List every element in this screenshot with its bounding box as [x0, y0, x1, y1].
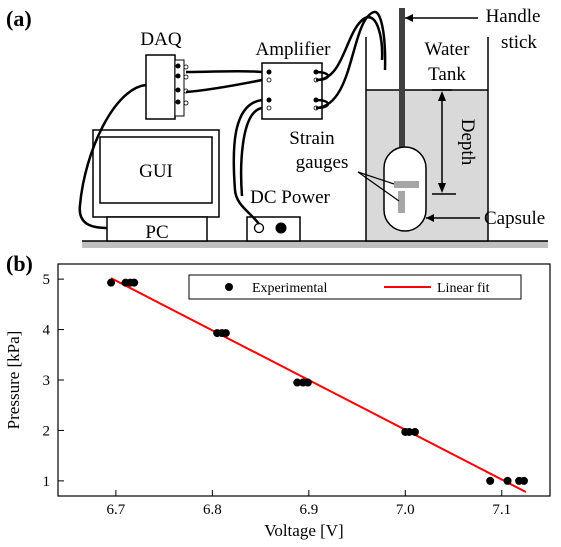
plot-series: [107, 277, 528, 493]
monitor-screen: [99, 136, 213, 204]
data-point: [486, 476, 495, 485]
dc-power-label: DC Power: [250, 187, 330, 208]
y-ticks: 1 2 3 4 5: [43, 272, 64, 490]
data-point: [303, 378, 312, 387]
data-point: [107, 278, 116, 287]
data-point: [130, 278, 139, 287]
y-tick-label: 3: [43, 373, 51, 389]
x-tick-label: 6.8: [203, 502, 222, 518]
legend-box: [188, 274, 522, 300]
data-point: [293, 378, 302, 387]
panel-b-label: (b): [6, 251, 33, 276]
pc-label: PC: [145, 222, 168, 243]
y-tick-label: 4: [43, 323, 51, 339]
legend: Experimental Linear fit: [188, 274, 522, 300]
amplifier-box: [261, 62, 323, 120]
strain-gauge-horizontal: [394, 181, 419, 188]
capsule-label: Capsule: [484, 208, 545, 229]
data-point: [410, 427, 419, 436]
ground-hatch: [82, 241, 548, 248]
strain-gauges-label-line1: Strain: [289, 128, 335, 149]
panel-b: (b) 6.7 6.8 6.9 7.0 7.1 1 2 3 4 5 Voltage [V] Pr…: [4, 251, 551, 540]
handle-stick-label-line2: stick: [501, 32, 537, 53]
data-point: [503, 476, 512, 485]
x-tick-label: 6.9: [299, 502, 318, 518]
y-tick-label: 1: [43, 474, 51, 490]
dc-power-terminal-neg: [253, 222, 265, 234]
y-tick-label: 5: [43, 272, 51, 288]
water-tank-label-line2: Tank: [428, 64, 466, 85]
amplifier-label: Amplifier: [256, 39, 332, 60]
handle-stick: [399, 8, 405, 158]
capsule: [383, 146, 427, 232]
legend-label-experimental: Experimental: [252, 281, 328, 296]
y-axis-label: Pressure [kPa]: [4, 331, 23, 430]
x-tick-label: 7.1: [492, 502, 511, 518]
data-point: [519, 476, 528, 485]
linear-fit-line: [110, 277, 527, 493]
tank-walls: [365, 37, 489, 242]
data-point: [405, 427, 414, 436]
x-tick-label: 6.7: [107, 502, 126, 518]
y-tick-label: 2: [43, 423, 51, 439]
legend-marker-experimental: [225, 283, 233, 291]
legend-label-linear-fit: Linear fit: [437, 281, 490, 296]
handle-stick-label-line1: Handle: [486, 6, 541, 27]
data-point: [221, 329, 230, 338]
depth-label: Depth: [457, 119, 478, 166]
water-tank-label-line1: Water: [425, 39, 471, 60]
strain-gauges-label-line2: gauges: [296, 152, 349, 173]
dc-power-terminal-pos: [275, 222, 287, 234]
gui-label: GUI: [139, 161, 173, 182]
panel-a: (a) GUI PC DAQ Amplifier: [6, 6, 548, 248]
x-tick-label: 7.0: [396, 502, 415, 518]
panel-a-label: (a): [6, 6, 32, 31]
x-axis-label: Voltage [V]: [264, 521, 343, 540]
daq-box: [145, 54, 176, 120]
daq-label: DAQ: [140, 29, 181, 50]
pc-box: [106, 216, 208, 242]
strain-gauge-vertical: [398, 191, 405, 213]
x-ticks: 6.7 6.8 6.9 7.0 7.1: [107, 490, 511, 518]
cables: [78, 10, 387, 230]
